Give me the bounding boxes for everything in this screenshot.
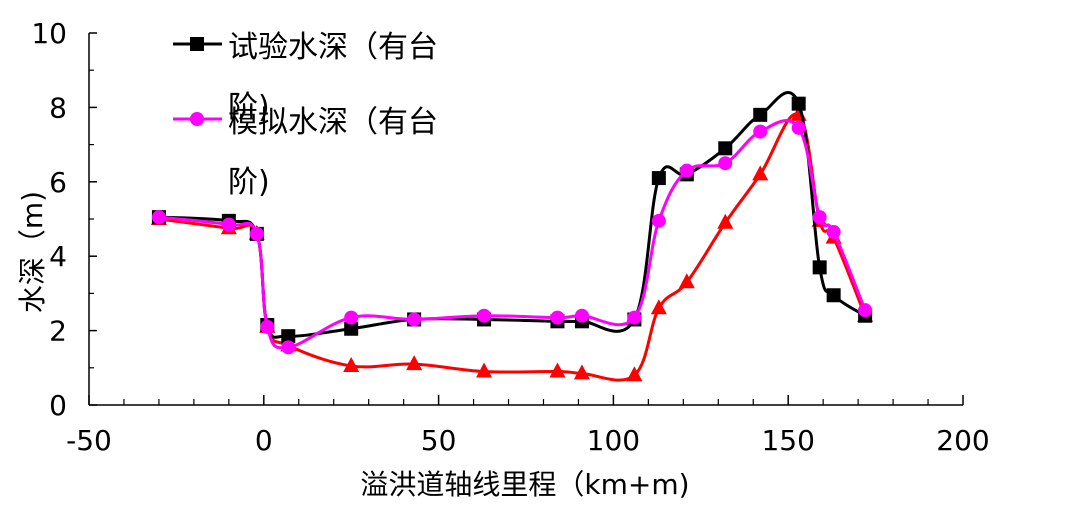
legend-label-cont: 阶) — [228, 90, 270, 125]
y-axis-title: 水深（m) — [16, 191, 49, 313]
data-point — [753, 124, 768, 139]
x-tick-label: 150 — [761, 424, 814, 457]
data-point — [249, 226, 264, 241]
data-point — [679, 163, 694, 178]
data-point — [151, 210, 166, 225]
data-point — [343, 356, 360, 372]
data-point — [718, 141, 733, 156]
y-tick-label: 10 — [31, 17, 67, 50]
data-point — [858, 303, 873, 318]
data-point — [221, 217, 236, 232]
data-point — [574, 308, 589, 323]
data-point — [826, 288, 841, 303]
data-point — [651, 213, 666, 228]
data-point — [260, 319, 275, 334]
series-line — [158, 119, 867, 350]
legend-marker — [190, 112, 204, 126]
data-point — [406, 355, 423, 371]
data-point — [791, 96, 806, 111]
data-point — [344, 321, 359, 336]
x-tick-label: 100 — [587, 424, 640, 457]
data-point — [344, 310, 359, 325]
data-point — [678, 273, 695, 289]
data-point — [281, 329, 296, 344]
data-point — [717, 213, 734, 229]
y-tick-label: 0 — [49, 389, 67, 422]
legend-item-1: 试验水深（有台阶) — [173, 30, 438, 125]
data-point — [549, 362, 566, 378]
y-tick-label: 2 — [49, 315, 67, 348]
x-axis-title: 溢洪道轴线里程（km+m) — [360, 468, 689, 501]
legend-item-2: 模拟水深（有台阶) — [173, 105, 438, 200]
data-point — [550, 310, 565, 325]
y-tick-label: 4 — [49, 240, 67, 273]
x-tick-label: -50 — [66, 424, 112, 457]
legend-marker — [190, 37, 204, 51]
x-tick-label: 200 — [936, 424, 989, 457]
x-tick-label: 50 — [421, 424, 457, 457]
data-point — [812, 260, 827, 275]
data-point — [753, 107, 768, 122]
data-point — [626, 366, 643, 382]
data-point — [826, 225, 841, 240]
y-tick-label: 8 — [49, 91, 67, 124]
data-point — [791, 120, 806, 135]
data-point — [812, 210, 827, 225]
legend-label: 模拟水深（有台 — [228, 105, 438, 140]
series-line — [158, 112, 867, 382]
data-point — [477, 308, 492, 323]
legend-label-cont: 阶) — [228, 165, 270, 200]
data-point — [407, 312, 422, 327]
data-point — [718, 156, 733, 171]
series-layer — [150, 91, 874, 382]
data-point — [573, 364, 590, 380]
y-tick-label: 6 — [49, 166, 67, 199]
data-point — [752, 165, 769, 181]
data-point — [281, 340, 296, 355]
x-tick-label: 0 — [255, 424, 273, 457]
data-point — [627, 310, 642, 325]
data-point — [651, 171, 666, 186]
data-point — [650, 299, 667, 315]
legend: 试验水深（有台阶)模拟水深（有台阶) — [173, 30, 438, 200]
series-2 — [151, 119, 873, 355]
data-point — [476, 362, 493, 378]
legend-label: 试验水深（有台 — [228, 30, 438, 65]
